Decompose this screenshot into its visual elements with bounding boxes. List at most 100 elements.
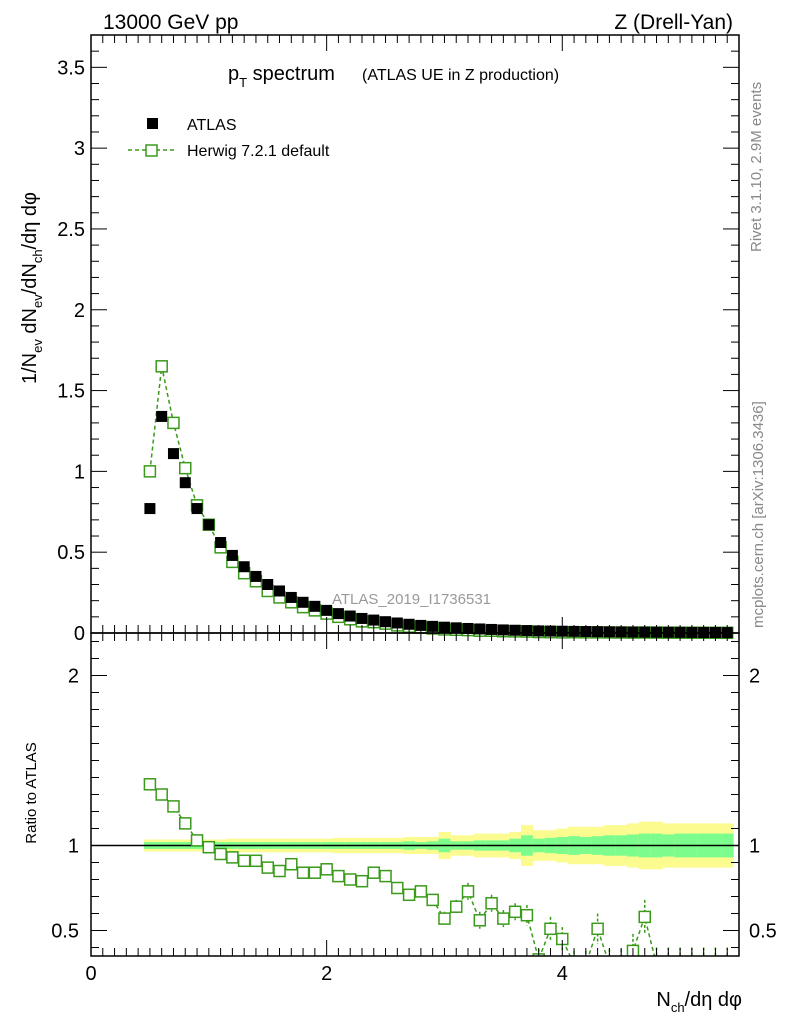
main-ylabel: 1/Nev dNev/dNch/dη dφ xyxy=(19,192,45,384)
atlas-point xyxy=(238,561,250,573)
ratio-point xyxy=(520,908,534,922)
atlas-point xyxy=(309,600,321,612)
xlabel: Nch/dη dφ xyxy=(656,989,742,1015)
atlas-point xyxy=(262,579,274,591)
ratio-point xyxy=(675,959,686,970)
ratio-point xyxy=(580,959,591,970)
ratio-point xyxy=(261,861,274,874)
ratio-frame xyxy=(90,632,740,957)
herwig-point xyxy=(179,461,192,475)
ratio-point xyxy=(663,959,674,970)
main-ytick-label: 2.5 xyxy=(57,219,85,241)
atlas-point xyxy=(403,618,415,630)
herwig-point xyxy=(143,465,157,478)
ratio-plot-content xyxy=(91,778,739,970)
ratio-point xyxy=(179,817,192,830)
ratio-point xyxy=(320,863,333,876)
ratio-point xyxy=(508,905,522,919)
main-ytick-label: 3.5 xyxy=(57,57,85,79)
legend-atlas-label: ATLAS xyxy=(187,117,237,134)
main-ytick-label: 2 xyxy=(74,300,85,322)
ratio-point xyxy=(569,959,580,970)
legend-herwig-marker xyxy=(145,144,158,157)
ratio-point xyxy=(214,847,227,861)
atlas-point xyxy=(144,503,156,515)
ratio-point xyxy=(155,788,168,801)
main-axes: 0 0.5 1 1.5 2 2.5 3 3.5 xyxy=(57,34,740,645)
ratio-series xyxy=(143,778,733,970)
ratio-xtick-label: 0 xyxy=(85,963,96,985)
atlas-point xyxy=(391,617,403,629)
atlas-point xyxy=(156,410,168,422)
atlas-point xyxy=(356,612,368,624)
ratio-point xyxy=(686,959,697,970)
atlas-point xyxy=(368,614,380,626)
mcplots-label: mcplots.cern.ch [arXiv:1306.3436] xyxy=(750,401,767,628)
legend-herwig-label: Herwig 7.2.1 default xyxy=(187,143,330,160)
ratio-point xyxy=(332,869,345,883)
ratio-point xyxy=(285,857,298,871)
ratio-point xyxy=(544,922,557,936)
ratio-point xyxy=(391,881,404,895)
atlas-point xyxy=(332,608,344,620)
rivet-label: Rivet 3.1.10, 2.9M events xyxy=(748,82,765,252)
ratio-point xyxy=(426,893,439,907)
ratio-ytick-label: 1 xyxy=(68,836,79,858)
atlas-point xyxy=(285,591,297,603)
atlas-point xyxy=(321,604,333,616)
herwig-point xyxy=(155,360,168,373)
atlas-point xyxy=(179,477,191,489)
atlas-point xyxy=(380,616,392,628)
ratio-point xyxy=(379,869,392,883)
header-right: Z (Drell-Yan) xyxy=(614,11,733,34)
main-title: pT spectrum xyxy=(228,63,335,90)
ratio-ytick-label: 0.5 xyxy=(51,921,79,943)
ratio-point xyxy=(438,912,451,925)
ratio-point xyxy=(190,834,204,847)
ratio-point xyxy=(343,873,357,886)
ratio-axes: 0.5 0.5 1 1 2 2 0 2 4 xyxy=(51,633,777,985)
main-ytick-label: 0.5 xyxy=(57,542,85,564)
main-ytick-label: 0 xyxy=(74,623,85,645)
ratio-point xyxy=(296,866,310,879)
ratio-point xyxy=(604,959,615,970)
ratio-point xyxy=(249,854,263,868)
atlas-point xyxy=(250,570,262,582)
main-ytick-label: 1 xyxy=(74,461,85,483)
main-panel: 0 0.5 1 1.5 2 2.5 3 3.5 ATLAS_2019_I1736531 pT … xyxy=(19,34,740,645)
ratio-ytick-label: 2 xyxy=(68,666,79,688)
atlas-point xyxy=(215,536,227,548)
ratio-point xyxy=(473,914,487,927)
ratio-point xyxy=(461,885,475,898)
ratio-panel: 0.5 0.5 1 1 2 2 0 2 4 Ratio to ATLAS Nch/dη dφ xyxy=(23,632,777,1015)
ratio-point xyxy=(273,864,286,878)
legend-atlas-marker xyxy=(147,118,158,129)
ratio-ytick-label-right: 2 xyxy=(749,666,760,688)
ratio-point xyxy=(237,854,251,868)
main-title-note: (ATLAS UE in Z production) xyxy=(362,67,559,84)
ratio-point xyxy=(497,912,510,925)
ratio-ytick-label-right: 1 xyxy=(749,836,760,858)
watermark: ATLAS_2019_I1736531 xyxy=(332,591,491,608)
ratio-point xyxy=(591,922,604,936)
ratio-point xyxy=(355,874,369,888)
ratio-point xyxy=(167,800,180,813)
ratio-point xyxy=(449,900,463,913)
ratio-point xyxy=(651,959,662,970)
ratio-point xyxy=(402,888,416,902)
ratio-point xyxy=(485,897,498,910)
ratio-point xyxy=(202,840,216,854)
atlas-point xyxy=(167,448,179,460)
ratio-point xyxy=(616,959,627,970)
atlas-point xyxy=(203,519,215,531)
ratio-point xyxy=(367,866,381,879)
legend: ATLAS Herwig 7.2.1 default xyxy=(128,117,330,160)
ratio-point xyxy=(722,959,733,970)
ratio-point xyxy=(143,778,157,791)
ratio-point xyxy=(414,885,428,898)
ratio-point xyxy=(308,866,322,879)
main-ytick-label: 3 xyxy=(74,138,85,160)
herwig-point xyxy=(167,416,180,430)
ratio-point xyxy=(226,851,239,864)
